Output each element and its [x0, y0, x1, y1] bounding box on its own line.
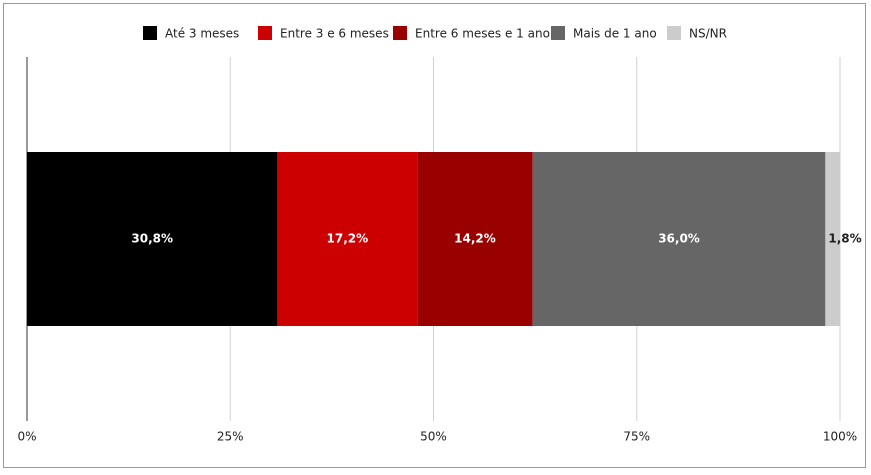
x-tick-label: 0% — [17, 430, 36, 444]
x-tick-label: 75% — [623, 430, 650, 444]
legend-swatch — [551, 26, 565, 40]
x-tick-label: 100% — [823, 430, 857, 444]
bar-segment — [277, 152, 418, 326]
value-label: 14,2% — [454, 232, 496, 246]
legend-label: NS/NR — [689, 27, 727, 41]
value-label: 1,8% — [828, 232, 861, 246]
legend-label: Entre 3 e 6 meses — [280, 27, 389, 41]
value-label: 17,2% — [327, 232, 369, 246]
bar-segment — [417, 152, 533, 326]
legend-swatch — [393, 26, 407, 40]
legend-swatch — [258, 26, 272, 40]
value-label: 30,8% — [131, 232, 173, 246]
bar-segment — [825, 152, 840, 326]
legend-swatch — [667, 26, 681, 40]
bar-segment — [27, 152, 278, 326]
legend-label: Mais de 1 ano — [573, 27, 657, 41]
x-tick-label: 25% — [217, 430, 244, 444]
value-label: 36,0% — [658, 232, 700, 246]
legend-label: Até 3 meses — [165, 27, 239, 41]
x-tick-label: 50% — [420, 430, 447, 444]
legend-swatch — [143, 26, 157, 40]
bar-segment — [532, 152, 826, 326]
legend-label: Entre 6 meses e 1 ano — [415, 27, 550, 41]
